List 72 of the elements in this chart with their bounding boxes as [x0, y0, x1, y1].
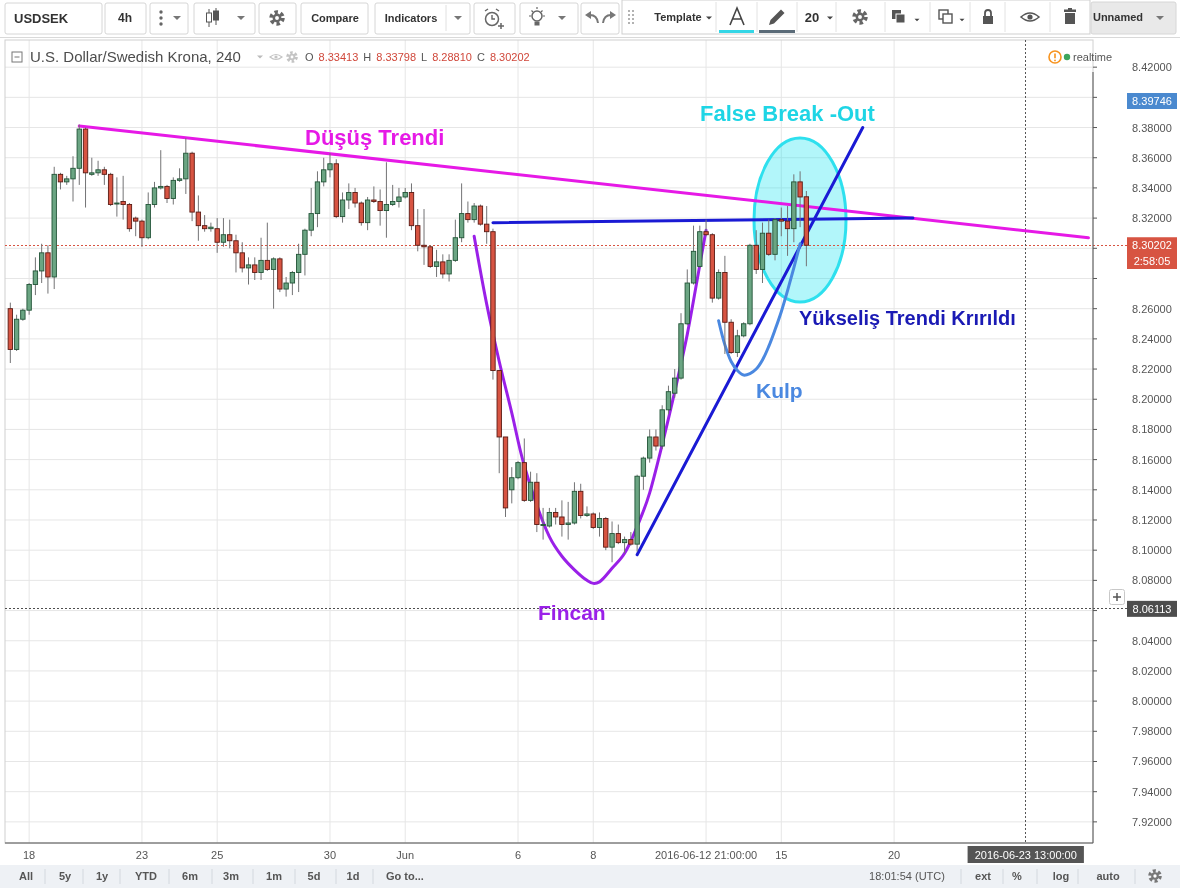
y-tick-label: 8.10000 — [1132, 544, 1172, 557]
y-tick-label: 8.32000 — [1132, 212, 1172, 225]
candlestick — [258, 237, 264, 281]
y-tick-label: 8.00000 — [1132, 695, 1172, 708]
y-tick-label: 8.18000 — [1132, 423, 1172, 436]
candlestick — [615, 524, 621, 545]
y-tick-label: 8.16000 — [1132, 453, 1172, 466]
y-tick-label: 7.98000 — [1132, 725, 1172, 738]
x-tick-label: 23 — [135, 849, 149, 861]
y-tick-label: 8.24000 — [1132, 332, 1172, 345]
text: USDSEK — [14, 11, 69, 26]
y-tick-label: 7.92000 — [1132, 815, 1172, 828]
y-tick-label: 8.14000 — [1132, 483, 1172, 496]
annotation: Düşüş Trendi — [305, 125, 445, 150]
y-tick-label: 8.12000 — [1132, 513, 1172, 526]
text: 8.39746 — [1132, 95, 1172, 107]
x-tick-label: 15 — [775, 849, 788, 861]
ref-line-label: 8.30202 — [1132, 239, 1172, 252]
candlestick — [465, 201, 471, 224]
x-tick-label: 6 — [514, 849, 522, 861]
x-tick-label: Jun — [396, 849, 415, 861]
candlestick — [220, 217, 227, 248]
y-tick-label: 8.20000 — [1132, 393, 1172, 406]
y-tick-label: 8.38000 — [1132, 121, 1172, 134]
annotation: realtime — [1073, 51, 1113, 63]
text: 4h — [117, 11, 133, 25]
x-tick-label: 30 — [323, 849, 337, 861]
text: O 8.33413 H 8.33798 L 8.28810 C 8.30202 — [305, 51, 530, 63]
y-tick-label: 8.34000 — [1132, 181, 1172, 194]
text: Unnamed — [1092, 11, 1144, 23]
candlestick — [653, 428, 659, 452]
candlestick — [471, 202, 477, 224]
candlestick — [208, 222, 214, 233]
x-tick-label: 8 — [590, 849, 597, 861]
candlestick — [609, 521, 615, 563]
annotation: Fincan — [538, 601, 606, 624]
y-tick-label: 8.02000 — [1132, 664, 1172, 677]
text: 2:58:05 — [1133, 255, 1171, 267]
candlestick — [596, 511, 603, 538]
y-tick-label: 8.26000 — [1132, 302, 1172, 315]
candlestick — [245, 256, 252, 286]
text: Compare — [311, 12, 359, 24]
candlestick — [114, 176, 120, 218]
x-tick-label: 2016-06-12 21:00:00 — [655, 849, 758, 861]
text: 20 — [804, 10, 820, 25]
candlestick — [270, 256, 277, 310]
candlestick — [252, 256, 258, 281]
x-tick-label: 18 — [23, 849, 36, 861]
text: Template — [654, 11, 702, 23]
candlestick — [584, 505, 590, 518]
y-tick-label: 7.94000 — [1132, 785, 1172, 798]
x-tick-label: 20 — [887, 849, 901, 861]
candlestick — [164, 184, 170, 204]
candlestick — [364, 196, 371, 231]
annotation: Yükseliş Trendi Krırıldı — [799, 307, 1016, 329]
candlestick — [433, 249, 440, 278]
annotation: False Break -Out — [700, 101, 876, 126]
candlestick — [527, 471, 534, 503]
ref-line-label: 8.06113 — [1132, 602, 1172, 615]
annotation: Kulp — [756, 379, 803, 402]
y-tick-label: 8.42000 — [1132, 61, 1172, 74]
y-tick-label: 8.08000 — [1132, 574, 1172, 587]
text: Indicators — [384, 12, 438, 24]
candlestick — [440, 253, 446, 279]
y-tick-label: 7.96000 — [1132, 755, 1172, 768]
x-tick-label: 25 — [211, 849, 224, 861]
y-tick-label: 8.36000 — [1132, 151, 1172, 164]
x-tick-label: 2016-06-23 13:00:00 — [974, 849, 1077, 861]
y-tick-label: 8.22000 — [1132, 363, 1172, 376]
text: U.S. Dollar/Swedish Krona, 240 — [30, 48, 241, 65]
y-tick-label: 8.04000 — [1132, 634, 1172, 647]
candlestick — [628, 531, 634, 547]
